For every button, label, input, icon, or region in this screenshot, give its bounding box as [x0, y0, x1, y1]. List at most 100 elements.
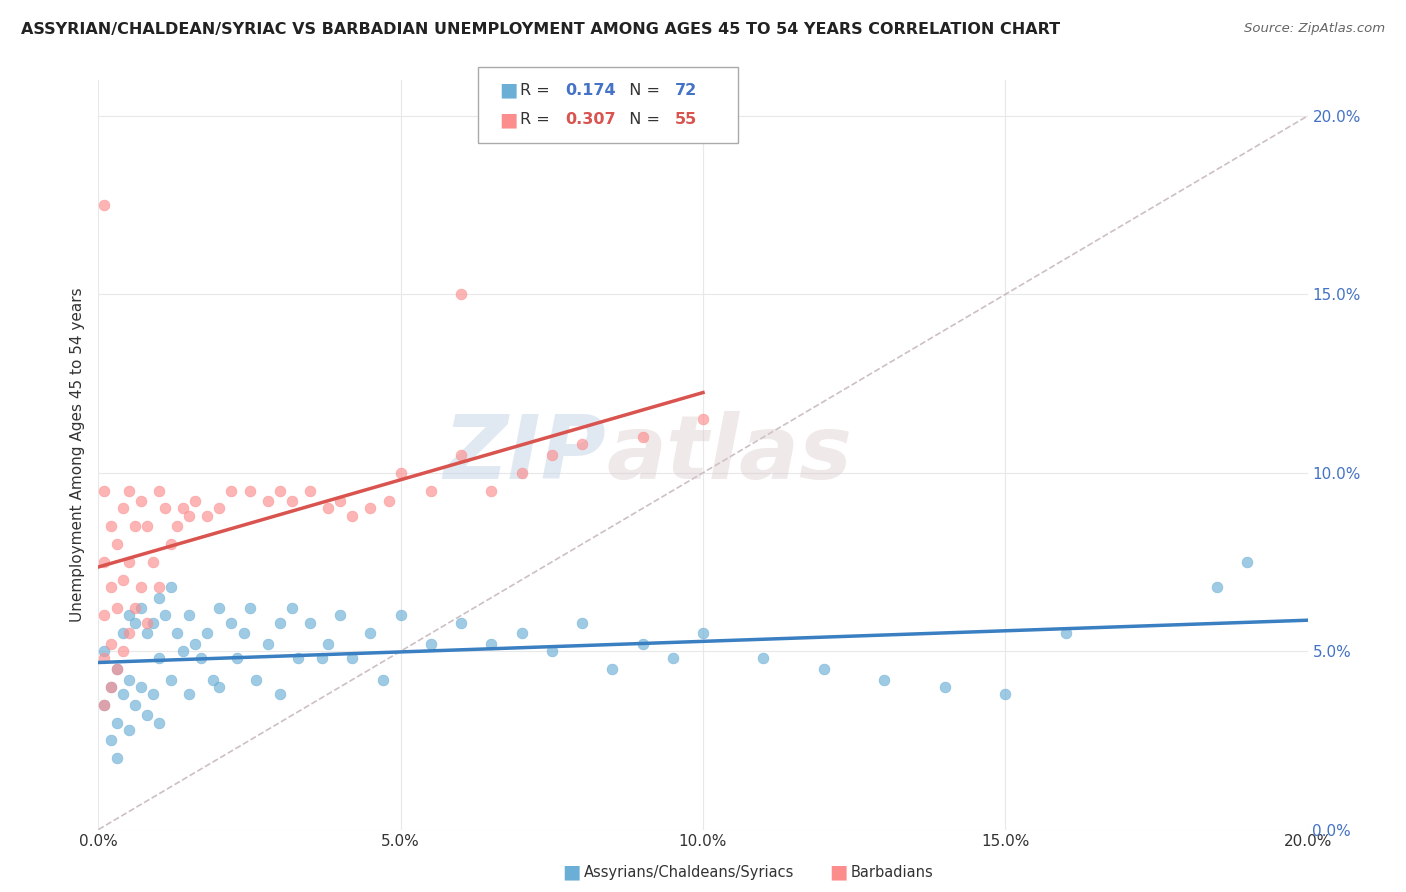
Point	[100, 637, 122, 651]
Point	[342, 651, 364, 665]
Point	[160, 673, 183, 687]
Point	[329, 608, 352, 623]
Text: ASSYRIAN/CHALDEAN/SYRIAC VS BARBADIAN UNEMPLOYMENT AMONG AGES 45 TO 54 YEARS COR: ASSYRIAN/CHALDEAN/SYRIAC VS BARBADIAN UN…	[21, 22, 1060, 37]
Point	[450, 448, 472, 462]
Point	[93, 644, 115, 658]
Point	[540, 644, 562, 658]
Point	[287, 651, 309, 665]
Point	[221, 615, 243, 630]
Point	[631, 637, 654, 651]
Point	[148, 483, 170, 498]
Text: ZIP: ZIP	[443, 411, 606, 499]
Point	[299, 615, 322, 630]
Text: Source: ZipAtlas.com: Source: ZipAtlas.com	[1244, 22, 1385, 36]
Point	[111, 687, 134, 701]
Point	[299, 483, 322, 498]
Point	[100, 519, 122, 533]
Point	[311, 651, 333, 665]
Point	[105, 662, 128, 676]
Point	[873, 673, 896, 687]
Text: Assyrians/Chaldeans/Syriacs: Assyrians/Chaldeans/Syriacs	[583, 865, 794, 880]
Point	[481, 637, 503, 651]
Point	[420, 483, 443, 498]
Point	[93, 198, 115, 212]
Text: 55: 55	[675, 112, 697, 127]
Point	[135, 708, 157, 723]
Y-axis label: Unemployment Among Ages 45 to 54 years: Unemployment Among Ages 45 to 54 years	[69, 287, 84, 623]
Text: N =: N =	[619, 83, 665, 97]
Point	[316, 637, 339, 651]
Text: 72: 72	[675, 83, 697, 97]
Point	[239, 601, 262, 615]
Point	[190, 651, 212, 665]
Point	[135, 615, 157, 630]
Point	[160, 580, 183, 594]
Point	[166, 519, 188, 533]
Point	[450, 615, 472, 630]
Point	[124, 698, 146, 712]
Text: 0.307: 0.307	[565, 112, 616, 127]
Text: ■: ■	[499, 80, 517, 100]
Point	[281, 601, 304, 615]
Point	[510, 466, 533, 480]
Point	[195, 626, 218, 640]
Point	[148, 651, 170, 665]
Point	[202, 673, 225, 687]
Point	[371, 673, 394, 687]
Point	[124, 519, 146, 533]
Point	[269, 483, 291, 498]
Point	[420, 637, 443, 651]
Point	[571, 437, 593, 451]
Point	[661, 651, 683, 665]
Point	[135, 519, 157, 533]
Text: N =: N =	[619, 112, 665, 127]
Point	[172, 501, 194, 516]
Point	[118, 626, 141, 640]
Point	[160, 537, 183, 551]
Point	[118, 673, 141, 687]
Point	[752, 651, 775, 665]
Point	[105, 537, 128, 551]
Point	[100, 680, 122, 694]
Point	[100, 580, 122, 594]
Text: ■: ■	[499, 110, 517, 129]
Point	[256, 494, 278, 508]
Point	[93, 651, 115, 665]
Text: R =: R =	[520, 112, 555, 127]
Point	[360, 501, 382, 516]
Point	[232, 626, 254, 640]
Text: 0.174: 0.174	[565, 83, 616, 97]
Point	[105, 751, 128, 765]
Point	[1236, 555, 1258, 569]
Point	[602, 662, 624, 676]
Text: ■: ■	[562, 863, 581, 882]
Point	[118, 555, 141, 569]
Point	[631, 430, 654, 444]
Point	[105, 715, 128, 730]
Point	[389, 466, 412, 480]
Point	[208, 680, 231, 694]
Point	[316, 501, 339, 516]
Point	[118, 723, 141, 737]
Text: ■: ■	[830, 863, 848, 882]
Point	[269, 615, 291, 630]
Point	[142, 555, 165, 569]
Point	[179, 687, 201, 701]
Point	[281, 494, 304, 508]
Point	[105, 601, 128, 615]
Text: atlas: atlas	[606, 411, 852, 499]
Point	[148, 580, 170, 594]
Point	[1054, 626, 1077, 640]
Point	[93, 555, 115, 569]
Point	[153, 501, 176, 516]
Point	[111, 644, 134, 658]
Point	[226, 651, 249, 665]
Point	[571, 615, 593, 630]
Point	[813, 662, 835, 676]
Point	[510, 626, 533, 640]
Point	[934, 680, 956, 694]
Point	[166, 626, 188, 640]
Point	[195, 508, 218, 523]
Point	[105, 662, 128, 676]
Point	[360, 626, 382, 640]
